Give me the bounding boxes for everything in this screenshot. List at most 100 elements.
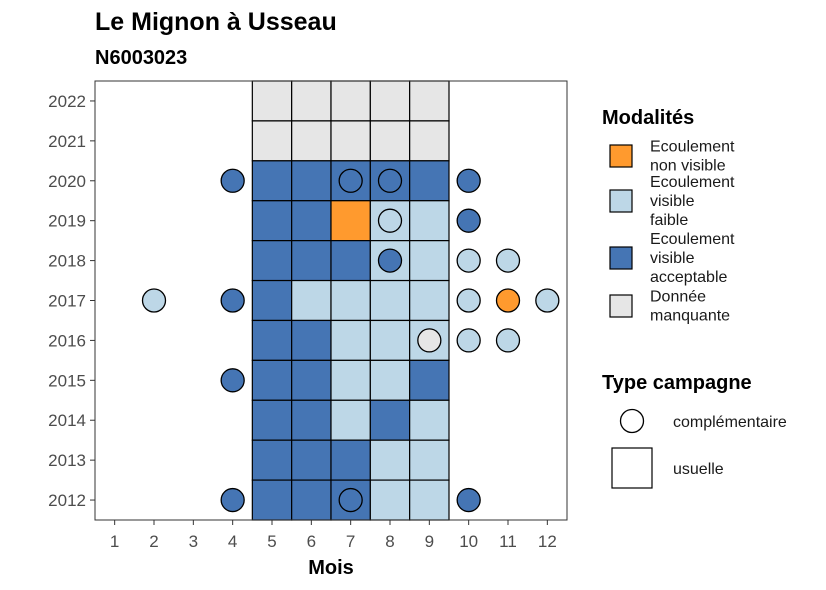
cell-2016-5 bbox=[251, 319, 293, 361]
legend-label-va: Ecoulement visible acceptable bbox=[650, 231, 735, 286]
y-tick-label: 2013 bbox=[48, 451, 86, 470]
cell-2022-5 bbox=[251, 80, 293, 122]
cell-2019-6 bbox=[291, 200, 332, 242]
cell-2015-7 bbox=[330, 359, 371, 401]
y-tick-label: 2014 bbox=[48, 411, 86, 430]
cell-2015-8 bbox=[369, 359, 411, 401]
point-2012-7 bbox=[338, 487, 363, 513]
legend-key-nv bbox=[609, 144, 633, 168]
legend-label-nv: Ecoulement non visible bbox=[650, 139, 735, 175]
cell-2018-7 bbox=[330, 240, 371, 282]
legend-label-vf: Ecoulement visible faible bbox=[650, 174, 735, 229]
legend-key-complementaire bbox=[619, 408, 645, 434]
cell-2021-6 bbox=[291, 120, 332, 162]
y-axis: 2012 2013 2014 2015 2016 2017 2018 2019 2020 2021… bbox=[48, 92, 95, 510]
x-tick-label: 12 bbox=[538, 532, 557, 551]
point-2019-10 bbox=[456, 208, 481, 233]
legend-title-modalites: Modalités bbox=[602, 107, 694, 129]
x-tick-label: 8 bbox=[385, 532, 394, 551]
cell-2019-5 bbox=[251, 200, 293, 242]
x-tick-label: 9 bbox=[425, 532, 434, 551]
cell-2020-9 bbox=[409, 160, 450, 202]
cell-2017-7 bbox=[330, 279, 371, 322]
point-2018-10 bbox=[456, 248, 481, 273]
x-tick-label: 10 bbox=[459, 532, 478, 551]
complementary-points bbox=[141, 168, 560, 513]
cell-2017-5 bbox=[251, 279, 293, 322]
legend-key-vf bbox=[609, 189, 633, 213]
x-tick-label: 4 bbox=[228, 532, 237, 551]
x-tick-label: 6 bbox=[307, 532, 316, 551]
legend-key-dm bbox=[609, 294, 633, 318]
heatmap-cells bbox=[251, 80, 450, 521]
legend-key-usuelle bbox=[611, 447, 653, 489]
legend-title-type: Type campagne bbox=[602, 372, 752, 394]
point-2020-8 bbox=[377, 168, 403, 193]
cell-2021-5 bbox=[251, 120, 293, 162]
cell-2018-5 bbox=[251, 240, 293, 282]
point-2020-4 bbox=[220, 168, 245, 193]
x-tick-label: 7 bbox=[346, 532, 355, 551]
point-2012-10 bbox=[456, 487, 481, 513]
legend-key-va bbox=[609, 246, 633, 270]
cell-2012-6 bbox=[291, 479, 332, 521]
cell-2021-9 bbox=[409, 120, 450, 162]
cell-2013-7 bbox=[330, 439, 371, 481]
cell-2012-5 bbox=[251, 479, 293, 521]
x-axis: 1 2 3 4 5 6 7 8 9 10 11 12 bbox=[110, 520, 557, 551]
point-2017-12 bbox=[535, 288, 560, 313]
cell-2012-9 bbox=[409, 479, 450, 521]
cell-2021-7 bbox=[330, 120, 371, 162]
cell-2018-9 bbox=[409, 240, 450, 282]
cell-2014-5 bbox=[251, 399, 293, 441]
point-2016-10 bbox=[456, 328, 481, 353]
cell-2022-9 bbox=[409, 80, 450, 122]
point-2016-9 bbox=[417, 328, 442, 353]
point-2020-7 bbox=[338, 168, 363, 193]
point-2017-11 bbox=[495, 288, 521, 313]
cell-2016-8 bbox=[369, 319, 411, 361]
cell-2017-9 bbox=[409, 279, 450, 322]
point-2017-4 bbox=[220, 288, 245, 313]
point-2015-4 bbox=[220, 368, 245, 393]
cell-2013-9 bbox=[409, 439, 450, 481]
y-tick-label: 2021 bbox=[48, 132, 86, 151]
x-tick-label: 5 bbox=[267, 532, 276, 551]
cell-2016-7 bbox=[330, 319, 371, 361]
legend-label-circle: complémentaire bbox=[673, 414, 787, 431]
cell-2015-9 bbox=[409, 359, 450, 401]
x-tick-label: 1 bbox=[110, 532, 119, 551]
x-tick-label: 3 bbox=[189, 532, 198, 551]
cell-2015-5 bbox=[251, 359, 293, 401]
y-tick-label: 2022 bbox=[48, 92, 86, 111]
point-2020-10 bbox=[456, 168, 481, 193]
y-tick-label: 2020 bbox=[48, 172, 86, 191]
cell-2021-8 bbox=[369, 120, 411, 162]
y-tick-label: 2012 bbox=[48, 491, 86, 510]
point-2018-11 bbox=[495, 248, 521, 273]
x-tick-label: 11 bbox=[499, 532, 517, 551]
point-2019-8 bbox=[377, 208, 403, 233]
legend-label-square: usuelle bbox=[673, 461, 724, 478]
cell-2018-6 bbox=[291, 240, 332, 282]
cell-2014-7 bbox=[330, 399, 371, 441]
y-tick-label: 2016 bbox=[48, 331, 86, 350]
y-tick-label: 2018 bbox=[48, 252, 86, 271]
point-2016-11 bbox=[495, 328, 521, 353]
cell-2013-8 bbox=[369, 439, 411, 481]
cell-2013-5 bbox=[251, 439, 293, 481]
chart-subtitle: N6003023 bbox=[95, 47, 187, 69]
point-2012-4 bbox=[220, 487, 245, 513]
cell-2019-7 bbox=[330, 200, 371, 242]
cell-2015-6 bbox=[291, 359, 332, 401]
y-tick-label: 2017 bbox=[48, 292, 86, 311]
chart-title: Le Mignon à Usseau bbox=[95, 8, 337, 36]
cell-2020-6 bbox=[291, 160, 332, 202]
cell-2014-8 bbox=[369, 399, 411, 441]
cell-2020-5 bbox=[251, 160, 293, 202]
point-2017-2 bbox=[141, 288, 167, 313]
cell-2017-8 bbox=[369, 279, 411, 322]
cell-2022-7 bbox=[330, 80, 371, 122]
